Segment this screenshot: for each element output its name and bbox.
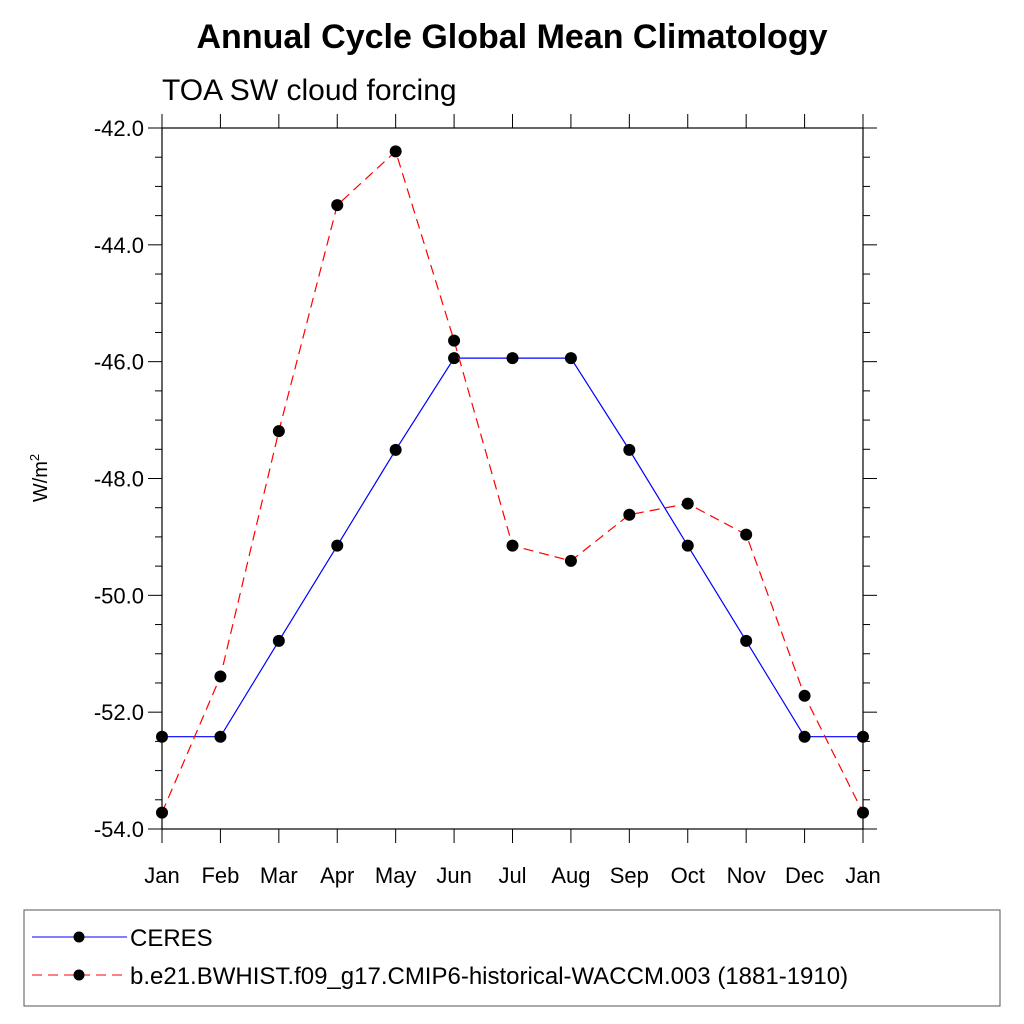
data-point-series-1 — [331, 199, 344, 212]
legend-marker-model — [73, 969, 85, 981]
x-tick-label: Oct — [671, 863, 705, 888]
legend-label-model: b.e21.BWHIST.f09_g17.CMIP6-historical-WA… — [130, 963, 848, 990]
x-tick-label: Jan — [845, 863, 880, 888]
x-tick-label: Mar — [260, 863, 298, 888]
axis-ticks — [148, 114, 877, 843]
legend-box — [23, 909, 1001, 1007]
data-point-series-1 — [564, 554, 577, 567]
y-tick-label: -50.0 — [94, 583, 144, 608]
x-tick-label: Nov — [727, 863, 766, 888]
series-line-1 — [161, 150, 864, 813]
data-point-series-0 — [681, 539, 694, 552]
y-tick-label: -52.0 — [94, 700, 144, 725]
data-point-series-0 — [564, 352, 577, 365]
x-tick-label: Jun — [436, 863, 471, 888]
x-tick-labels: Jan Feb Mar Apr May Jun Jul Aug Sep Oct Nov Dec Jan — [144, 863, 880, 888]
data-point-series-0 — [623, 443, 636, 456]
data-point-series-0 — [506, 352, 519, 365]
data-point-series-0 — [389, 443, 402, 456]
legend: CERES b.e21.BWHIST.f09_g17.CMIP6-histori… — [23, 909, 1001, 1007]
data-point-series-1 — [272, 425, 285, 438]
x-tick-label: May — [375, 863, 417, 888]
data-point-series-1 — [681, 497, 694, 510]
x-tick-label: Apr — [320, 863, 354, 888]
chart-subtitle: TOA SW cloud forcing — [162, 74, 457, 107]
data-point-series-1 — [506, 539, 519, 552]
data-point-series-0 — [740, 634, 753, 647]
data-point-series-0 — [331, 539, 344, 552]
data-point-series-1 — [740, 528, 753, 541]
y-tick-label: -44.0 — [94, 233, 144, 258]
legend-label-ceres: CERES — [130, 925, 213, 952]
chart-title: Annual Cycle Global Mean Climatology — [197, 18, 828, 56]
data-point-series-1 — [623, 508, 636, 521]
x-tick-label: Jul — [498, 863, 526, 888]
y-tick-label: -48.0 — [94, 467, 144, 492]
y-tick-label: -46.0 — [94, 350, 144, 375]
y-axis-label: W/m2 — [27, 454, 52, 502]
data-point-series-1 — [798, 689, 811, 702]
data-point-series-1 — [214, 670, 227, 683]
data-point-series-0 — [214, 730, 227, 743]
series-group — [156, 145, 869, 819]
data-point-series-0 — [798, 730, 811, 743]
data-point-series-0 — [448, 352, 461, 365]
x-tick-label: Feb — [201, 863, 239, 888]
x-tick-label: Aug — [551, 863, 590, 888]
legend-marker-ceres — [73, 931, 85, 943]
data-point-series-1 — [448, 334, 461, 347]
data-point-series-1 — [389, 145, 402, 158]
data-point-series-0 — [272, 634, 285, 647]
y-tick-label: -54.0 — [94, 817, 144, 842]
y-tick-label: -42.0 — [94, 116, 144, 141]
y-tick-labels: -42.0 -44.0 -46.0 -48.0 -50.0 -52.0 -54.0 — [94, 116, 144, 842]
x-tick-label: Dec — [785, 863, 824, 888]
x-tick-label: Jan — [144, 863, 179, 888]
plot-frame — [161, 127, 864, 830]
x-tick-label: Sep — [610, 863, 649, 888]
